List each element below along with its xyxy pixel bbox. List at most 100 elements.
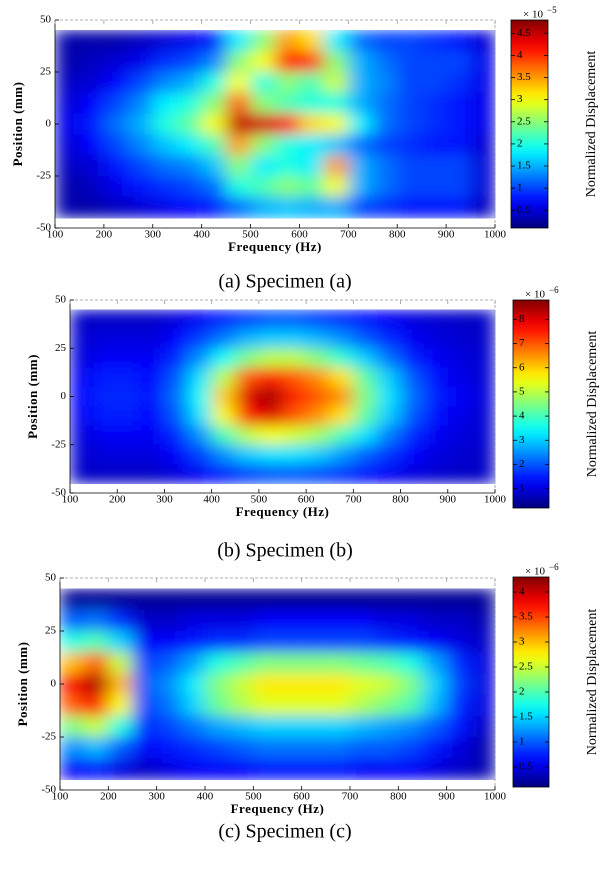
heatmap-cell — [235, 444, 260, 465]
heatmap-cell — [108, 694, 133, 717]
heatmap-cell — [282, 328, 307, 349]
heatmap-cell — [177, 30, 203, 52]
colorbar-tick-label: 1 — [517, 182, 523, 194]
heatmap-cell — [422, 652, 448, 674]
heatmap-cell — [397, 92, 423, 115]
heatmap-cell — [348, 155, 374, 177]
heatmap-cell — [84, 652, 109, 674]
heatmap-cell — [211, 444, 236, 465]
heatmap-cell — [277, 673, 303, 696]
heatmap-cell — [422, 631, 448, 653]
heatmap-cell — [226, 72, 252, 94]
heatmap-cell — [424, 348, 449, 369]
heatmap-cell — [400, 328, 425, 349]
heatmap-cell — [235, 464, 260, 484]
heatmap-cell — [152, 113, 178, 135]
heatmap-cell — [470, 51, 496, 73]
heatmap-cell — [376, 367, 402, 388]
heatmap-cell — [447, 406, 472, 426]
heatmap-cell — [117, 348, 142, 369]
heatmap-cell — [188, 425, 213, 446]
heatmap-cell — [372, 134, 398, 156]
heatmap-cell — [301, 715, 327, 738]
heatmap-cell — [70, 328, 95, 349]
heatmap-cell — [348, 72, 374, 94]
heatmap-cell — [250, 196, 276, 219]
heatmap-cell — [229, 609, 254, 632]
heatmap-cell — [299, 134, 325, 156]
heatmap-cell — [93, 328, 118, 349]
heatmap-cell — [140, 328, 165, 349]
heatmap-cell — [84, 694, 109, 717]
heatmap-cell — [329, 367, 354, 388]
heatmap-cell — [108, 631, 133, 653]
heatmap-cell — [446, 176, 472, 198]
heatmap-cell — [306, 444, 331, 465]
heatmap-cell — [70, 444, 95, 465]
heatmap-cell — [180, 673, 206, 696]
heatmap-cell — [277, 694, 303, 717]
heatmap-cell — [376, 464, 402, 484]
heatmap-cell — [79, 72, 105, 94]
heatmap-cell — [299, 176, 325, 198]
colorbar-multiplier: × 10 — [525, 566, 545, 578]
heatmap-cell — [79, 134, 105, 156]
heatmap-cell — [447, 464, 472, 484]
heatmap-cell — [140, 386, 165, 407]
heatmap-cell — [447, 367, 472, 388]
y-tick-label: 0 — [46, 118, 52, 130]
heatmap-cell — [117, 367, 142, 388]
heatmap-cell — [128, 176, 154, 198]
heatmap-cell — [424, 328, 449, 349]
heatmap-cell — [156, 609, 182, 632]
heatmap-cell — [93, 425, 118, 446]
heatmap-cell — [306, 386, 331, 407]
heatmap-cell — [329, 386, 354, 407]
heatmap-cell — [132, 758, 158, 780]
heatmap-cell — [201, 72, 227, 94]
heatmap-cell — [152, 134, 178, 156]
x-tick-label: 300 — [156, 494, 173, 506]
heatmap-cell — [446, 155, 472, 177]
heatmap — [70, 309, 496, 484]
heatmap-cell — [103, 113, 129, 135]
heatmap-cell — [60, 715, 85, 738]
x-tick-label: 500 — [242, 229, 259, 241]
heatmap-cell — [250, 176, 276, 198]
x-tick-label: 1000 — [484, 229, 507, 241]
heatmap-cell — [108, 652, 133, 674]
heatmap-cell — [140, 367, 165, 388]
heatmap-cell — [282, 406, 307, 426]
heatmap-cell — [250, 92, 276, 115]
x-tick-label: 100 — [47, 229, 64, 241]
x-tick-label: 900 — [438, 791, 455, 803]
heatmap-cell — [258, 367, 283, 388]
heatmap-cell — [422, 588, 448, 611]
heatmap-cell — [299, 155, 325, 177]
heatmap-cell — [376, 309, 402, 330]
heatmap-cell — [350, 673, 375, 696]
heatmap-cell — [374, 673, 399, 696]
heatmap-cell — [235, 328, 260, 349]
heatmap-cell — [152, 51, 178, 73]
heatmap-cell — [398, 588, 423, 611]
heatmap-cell — [235, 386, 260, 407]
heatmap-cell — [282, 464, 307, 484]
heatmap-cell — [421, 72, 447, 94]
colorbar-label: Normalized Displacement — [585, 331, 600, 478]
heatmap-cell — [258, 464, 283, 484]
colorbar-exponent: −6 — [549, 285, 559, 295]
heatmap-cell — [348, 92, 374, 115]
heatmap-cell — [108, 588, 133, 611]
y-tick-label: 0 — [51, 678, 57, 690]
heatmap-cell — [235, 348, 260, 369]
heatmap-cell — [79, 92, 105, 115]
heatmap-cell — [301, 652, 327, 674]
x-tick-label: 200 — [96, 229, 113, 241]
heatmap-cell — [323, 176, 349, 198]
y-tick-label: 50 — [40, 14, 52, 26]
heatmap-cell — [421, 196, 447, 219]
heatmap-cell — [211, 367, 236, 388]
heatmap-cell — [275, 155, 300, 177]
heatmap-cell — [353, 348, 378, 369]
